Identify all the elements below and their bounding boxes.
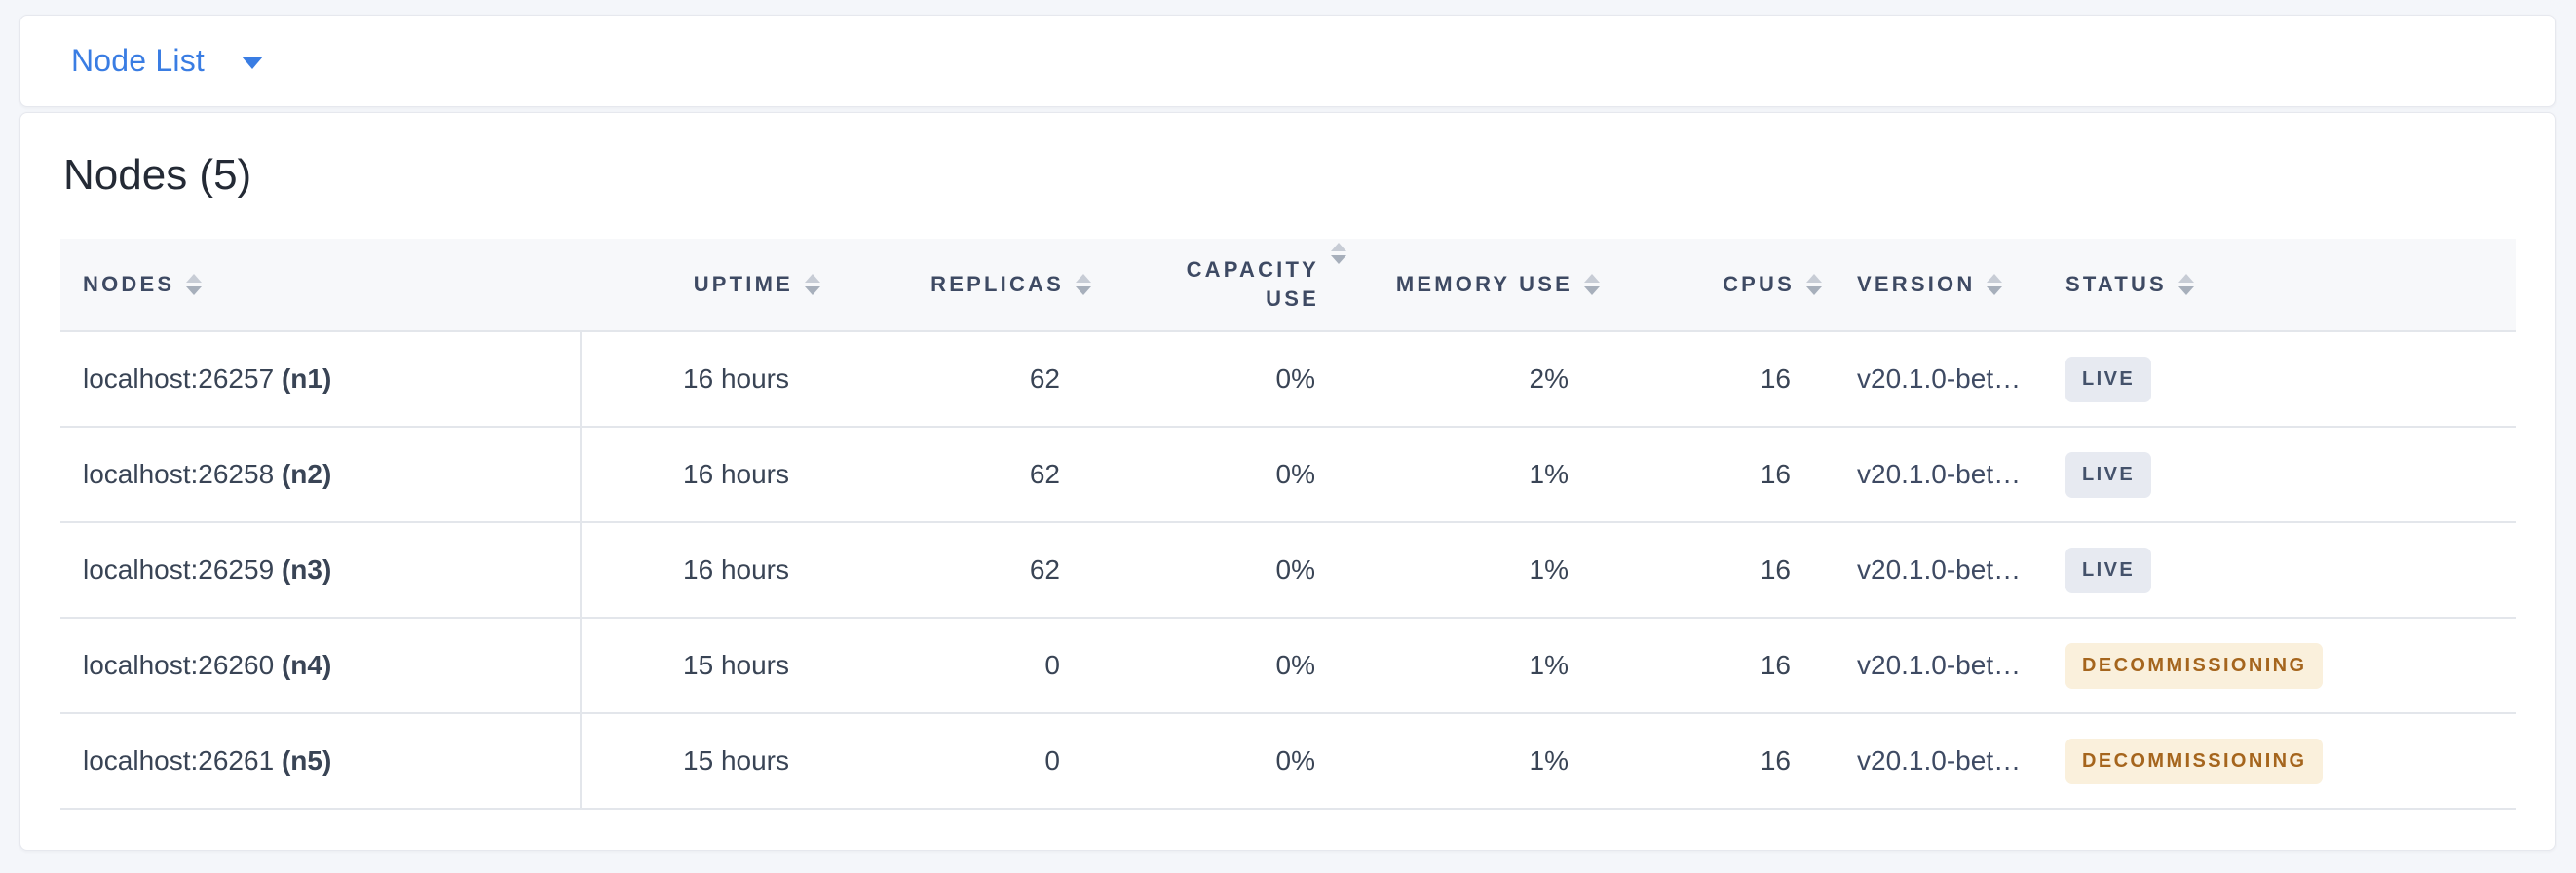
memory-use-cell: 1% — [1529, 459, 1569, 489]
table-row: localhost:26260 (n4) 15 hours 0 0% 1% 16… — [60, 619, 2516, 714]
node-address-cell: localhost:26260 (n4) — [60, 619, 582, 712]
node-address-cell: localhost:26259 (n3) — [60, 523, 582, 617]
memory-use-cell: 2% — [1529, 363, 1569, 394]
cpus-cell: 16 — [1760, 745, 1791, 776]
status-cell: DECOMMISSIONING — [2036, 714, 2514, 808]
table-row: localhost:26259 (n3) 16 hours 62 0% 1% 1… — [60, 523, 2516, 619]
memory-use-cell: 1% — [1529, 554, 1569, 585]
replicas-cell: 0 — [1044, 650, 1060, 680]
version-cell: v20.1.0-bet… — [1857, 363, 2022, 394]
status-badge: LIVE — [2065, 547, 2152, 593]
uptime-cell: 16 hours — [683, 459, 789, 489]
column-header-version[interactable]: VERSION — [1830, 239, 2036, 330]
sort-icon — [805, 274, 820, 295]
uptime-cell: 15 hours — [683, 650, 789, 680]
node-id: (n5) — [281, 745, 332, 776]
replicas-cell: 62 — [1029, 459, 1060, 489]
node-list-dropdown[interactable]: Node List — [71, 43, 263, 79]
cpus-cell: 16 — [1760, 650, 1791, 680]
status-badge: LIVE — [2065, 451, 2152, 498]
sort-icon — [1076, 274, 1091, 295]
column-header-replicas[interactable]: REPLICAS — [828, 239, 1099, 330]
node-id: (n3) — [281, 554, 332, 585]
node-address-cell: localhost:26261 (n5) — [60, 714, 582, 808]
sort-icon — [1584, 274, 1600, 295]
capacity-use-cell: 0% — [1275, 745, 1315, 776]
version-cell: v20.1.0-bet… — [1857, 554, 2022, 585]
status-badge: DECOMMISSIONING — [2065, 738, 2324, 784]
uptime-cell: 15 hours — [683, 745, 789, 776]
uptime-cell: 16 hours — [683, 554, 789, 585]
table-row: localhost:26261 (n5) 15 hours 0 0% 1% 16… — [60, 714, 2516, 810]
node-id: (n2) — [281, 459, 332, 489]
node-id: (n4) — [281, 650, 332, 680]
version-cell: v20.1.0-bet… — [1857, 459, 2022, 489]
nodes-card: Nodes (5) NODES UPTIME REPLICAS CAPACITY… — [19, 112, 2556, 851]
node-list-dropdown-label: Node List — [71, 43, 205, 78]
node-address-cell: localhost:26257 (n1) — [60, 332, 582, 426]
sort-icon — [186, 274, 203, 295]
cpus-cell: 16 — [1760, 459, 1791, 489]
table-row: localhost:26258 (n2) 16 hours 62 0% 1% 1… — [60, 428, 2516, 523]
status-badge: DECOMMISSIONING — [2065, 642, 2324, 689]
memory-use-cell: 1% — [1529, 650, 1569, 680]
capacity-use-cell: 0% — [1275, 459, 1315, 489]
status-cell: LIVE — [2036, 332, 2514, 426]
sort-icon — [1806, 274, 1822, 295]
sort-icon — [1331, 243, 1346, 264]
view-selector-bar: Node List — [19, 15, 2556, 107]
column-header-uptime[interactable]: UPTIME — [582, 239, 828, 330]
version-cell: v20.1.0-bet… — [1857, 650, 2022, 680]
cpus-cell: 16 — [1760, 363, 1791, 394]
column-header-nodes[interactable]: NODES — [60, 239, 582, 330]
page-title: Nodes (5) — [63, 151, 252, 199]
column-header-memory-use[interactable]: MEMORY USE — [1354, 239, 1608, 330]
status-cell: LIVE — [2036, 428, 2514, 521]
replicas-cell: 62 — [1029, 554, 1060, 585]
sort-icon — [1987, 274, 2003, 295]
status-cell: DECOMMISSIONING — [2036, 619, 2514, 712]
nodes-table: NODES UPTIME REPLICAS CAPACITY USE MEMOR… — [60, 239, 2516, 810]
chevron-down-icon — [242, 57, 263, 69]
capacity-use-cell: 0% — [1275, 650, 1315, 680]
memory-use-cell: 1% — [1529, 745, 1569, 776]
status-badge: LIVE — [2065, 356, 2152, 402]
uptime-cell: 16 hours — [683, 363, 789, 394]
capacity-use-cell: 0% — [1275, 554, 1315, 585]
column-header-capacity-use[interactable]: CAPACITY USE — [1099, 239, 1354, 330]
table-row: localhost:26257 (n1) 16 hours 62 0% 2% 1… — [60, 332, 2516, 428]
table-header-row: NODES UPTIME REPLICAS CAPACITY USE MEMOR… — [60, 239, 2516, 332]
node-id: (n1) — [281, 363, 332, 394]
version-cell: v20.1.0-bet… — [1857, 745, 2022, 776]
column-header-status[interactable]: STATUS — [2036, 239, 2514, 330]
cpus-cell: 16 — [1760, 554, 1791, 585]
replicas-cell: 0 — [1044, 745, 1060, 776]
replicas-cell: 62 — [1029, 363, 1060, 394]
sort-icon — [2178, 274, 2194, 295]
node-address-cell: localhost:26258 (n2) — [60, 428, 582, 521]
capacity-use-cell: 0% — [1275, 363, 1315, 394]
status-cell: LIVE — [2036, 523, 2514, 617]
column-header-cpus[interactable]: CPUS — [1608, 239, 1830, 330]
